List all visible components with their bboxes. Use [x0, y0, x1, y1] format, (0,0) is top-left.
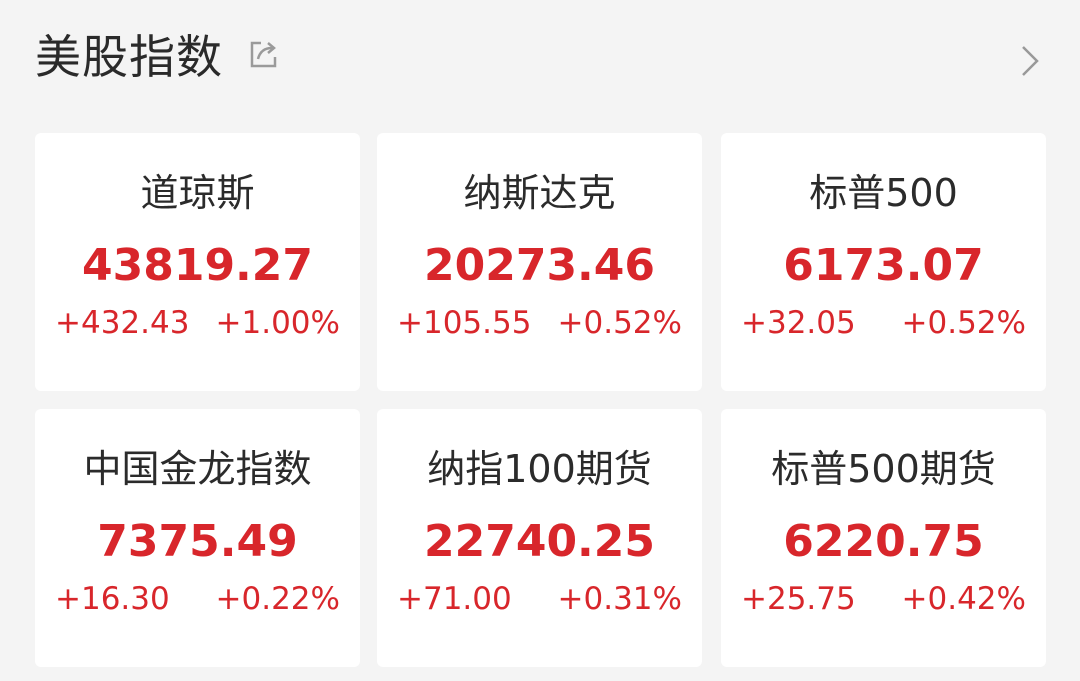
index-value: 6220.75 — [783, 516, 984, 567]
index-percent: +1.00% — [215, 305, 340, 341]
header: 美股指数 — [35, 22, 279, 86]
index-card[interactable]: 标普500 6173.07 +32.05 +0.52% — [721, 133, 1046, 391]
index-changes: +105.55 +0.52% — [377, 305, 702, 341]
index-value: 7375.49 — [97, 516, 298, 567]
index-value: 20273.46 — [423, 240, 656, 291]
index-name: 纳斯达克 — [463, 171, 616, 215]
index-name: 道琼斯 — [140, 171, 255, 215]
index-changes: +32.05 +0.52% — [721, 305, 1046, 341]
index-changes: +25.75 +0.42% — [721, 581, 1046, 617]
index-value: 43819.27 — [81, 240, 314, 291]
index-percent: +0.52% — [557, 305, 682, 341]
index-card[interactable]: 纳指100期货 22740.25 +71.00 +0.31% — [377, 409, 702, 667]
index-changes: +16.30 +0.22% — [35, 581, 360, 617]
index-card[interactable]: 纳斯达克 20273.46 +105.55 +0.52% — [377, 133, 702, 391]
index-name: 纳指100期货 — [427, 447, 652, 491]
index-percent: +0.22% — [215, 581, 340, 617]
index-card[interactable]: 中国金龙指数 7375.49 +16.30 +0.22% — [35, 409, 360, 667]
index-name: 标普500 — [809, 171, 958, 215]
index-change: +32.05 — [741, 305, 856, 341]
index-percent: +0.31% — [557, 581, 682, 617]
index-percent: +0.42% — [901, 581, 1026, 617]
index-value: 6173.07 — [783, 240, 984, 291]
index-value: 22740.25 — [423, 516, 656, 567]
index-name: 标普500期货 — [771, 447, 996, 491]
index-percent: +0.52% — [901, 305, 1026, 341]
index-change: +25.75 — [741, 581, 856, 617]
share-icon[interactable] — [249, 39, 279, 69]
index-changes: +432.43 +1.00% — [35, 305, 360, 341]
index-change: +71.00 — [397, 581, 512, 617]
index-card[interactable]: 标普500期货 6220.75 +25.75 +0.42% — [721, 409, 1046, 667]
chevron-right-icon[interactable] — [1020, 44, 1040, 78]
index-change: +432.43 — [55, 305, 190, 341]
index-change: +105.55 — [397, 305, 532, 341]
page-title: 美股指数 — [35, 30, 223, 84]
index-card[interactable]: 道琼斯 43819.27 +432.43 +1.00% — [35, 133, 360, 391]
index-changes: +71.00 +0.31% — [377, 581, 702, 617]
index-name: 中国金龙指数 — [83, 447, 312, 491]
index-change: +16.30 — [55, 581, 170, 617]
